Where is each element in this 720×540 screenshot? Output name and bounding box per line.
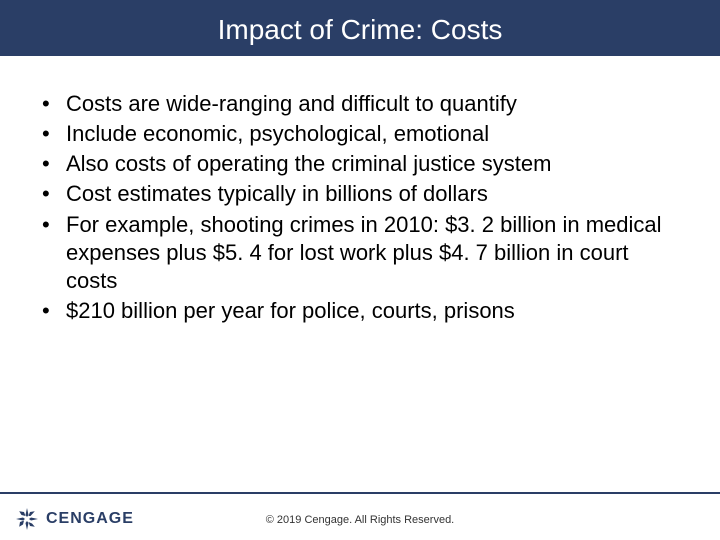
list-item: $210 billion per year for police, courts… <box>38 297 682 325</box>
copyright-text: © 2019 Cengage. All Rights Reserved. <box>0 514 720 526</box>
title-bar: Impact of Crime: Costs <box>0 0 720 56</box>
list-item: Include economic, psychological, emotion… <box>38 120 682 148</box>
list-item: For example, shooting crimes in 2010: $3… <box>38 211 682 295</box>
footer-divider <box>0 492 720 494</box>
list-item: Cost estimates typically in billions of … <box>38 180 682 208</box>
bullet-list: Costs are wide-ranging and difficult to … <box>38 90 682 325</box>
list-item: Also costs of operating the criminal jus… <box>38 150 682 178</box>
footer: CENGAGE © 2019 Cengage. All Rights Reser… <box>0 492 720 540</box>
slide-title: Impact of Crime: Costs <box>0 14 720 46</box>
list-item: Costs are wide-ranging and difficult to … <box>38 90 682 118</box>
content-area: Costs are wide-ranging and difficult to … <box>0 56 720 325</box>
